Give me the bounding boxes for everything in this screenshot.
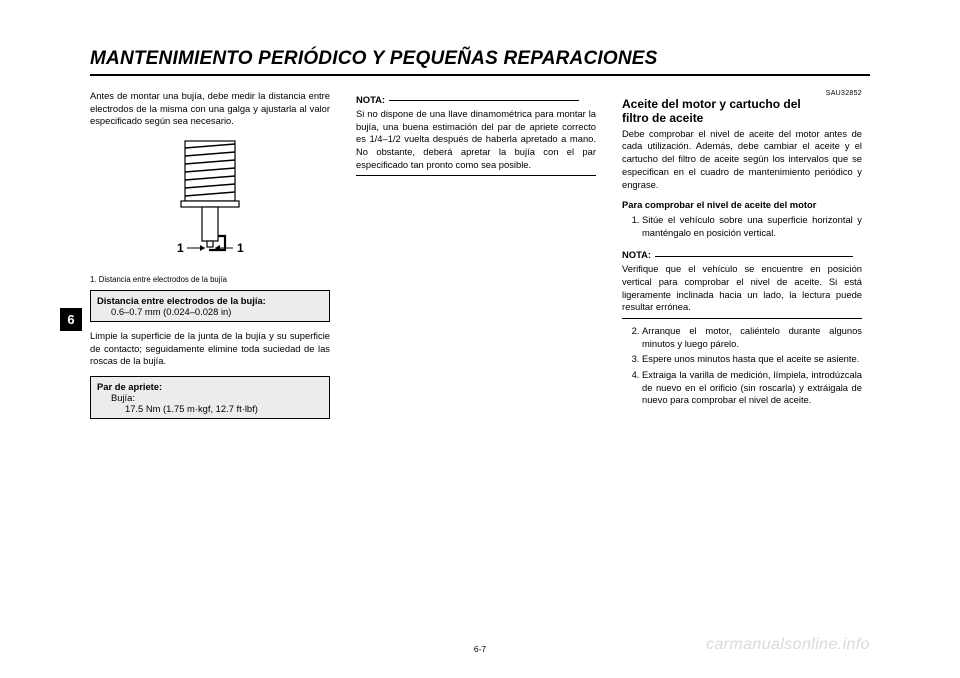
- nota-heading-2: NOTA:: [622, 245, 862, 263]
- section-heading-line1: Aceite del motor y cartucho del: [622, 97, 801, 111]
- column-2: NOTA: Si no dispone de una llave dinamom…: [356, 90, 596, 427]
- watermark: carmanualsonline.info: [706, 636, 870, 654]
- col3-subheading: Para comprobar el nivel de aceite del mo…: [622, 199, 862, 212]
- nota-rule-icon: [389, 96, 579, 101]
- section-code: SAU32852: [622, 90, 862, 97]
- steps-list-1: Sitúe el vehículo sobre una superficie h…: [622, 214, 862, 239]
- column-1: Antes de montar una bujía, debe medir la…: [90, 90, 330, 427]
- col3-nota-text: Verifique que el vehículo se encuentre e…: [622, 263, 862, 314]
- spec-box-gap: Distancia entre electrodos de la bu­jía:…: [90, 290, 330, 322]
- col1-paragraph-2: Limpie la superficie de la junta de la b…: [90, 330, 330, 368]
- spec-box-torque-sub: Bujía:: [97, 392, 323, 403]
- spec-box-gap-title: Distancia entre electrodos de la bu­jía:: [97, 295, 323, 306]
- steps-list-2: Arranque el motor, caliéntelo durante al…: [622, 325, 862, 407]
- page-number: 6-7: [474, 644, 486, 654]
- spark-plug-figure: 1 1: [90, 136, 330, 271]
- col3-paragraph-1: Debe comprobar el nivel de aceite del mo…: [622, 128, 862, 191]
- spark-plug-icon: 1 1: [145, 136, 275, 266]
- col1-paragraph-1: Antes de montar una bujía, debe medir la…: [90, 90, 330, 128]
- col2-nota-text: Si no dispone de una llave dinamométrica…: [356, 108, 596, 171]
- columns: Antes de montar una bujía, debe medir la…: [90, 90, 870, 427]
- column-3: SAU32852 Aceite del motor y cartucho del…: [622, 90, 862, 427]
- figure-caption: 1. Distancia entre electrodos de la bují…: [90, 275, 330, 284]
- fig-label-right: 1: [237, 241, 244, 255]
- spec-box-torque-title: Par de apriete:: [97, 381, 323, 392]
- spec-box-gap-value: 0.6–0.7 mm (0.024–0.028 in): [97, 306, 323, 317]
- step-4: Extraiga la varilla de medición, límpie­…: [642, 369, 862, 407]
- step-2: Arranque el motor, caliéntelo durante al…: [642, 325, 862, 350]
- figure-caption-num: 1.: [90, 275, 97, 284]
- document-page: MANTENIMIENTO PERIÓDICO Y PEQUEÑAS REPAR…: [0, 0, 960, 678]
- section-heading-line2: filtro de aceite: [622, 111, 703, 125]
- nota-label: NOTA:: [356, 94, 385, 105]
- nota-rule-icon-2: [655, 252, 853, 257]
- chapter-tab: 6: [60, 308, 82, 331]
- page-title: MANTENIMIENTO PERIÓDICO Y PEQUEÑAS REPAR…: [90, 48, 870, 76]
- figure-caption-text: Distancia entre electrodos de la bujía: [99, 275, 227, 284]
- nota-end-rule-2: [622, 318, 862, 319]
- step-3: Espere unos minutos hasta que el aceite …: [642, 353, 862, 366]
- section-heading: Aceite del motor y cartucho del filtro d…: [622, 97, 862, 126]
- nota-heading: NOTA:: [356, 90, 596, 108]
- fig-label-left: 1: [177, 241, 184, 255]
- spec-box-torque-value: 17.5 Nm (1.75 m·kgf, 12.7 ft·lbf): [97, 403, 323, 414]
- step-1: Sitúe el vehículo sobre una superficie h…: [642, 214, 862, 239]
- nota-end-rule: [356, 175, 596, 176]
- spec-box-torque: Par de apriete: Bujía: 17.5 Nm (1.75 m·k…: [90, 376, 330, 419]
- nota-label-2: NOTA:: [622, 249, 651, 260]
